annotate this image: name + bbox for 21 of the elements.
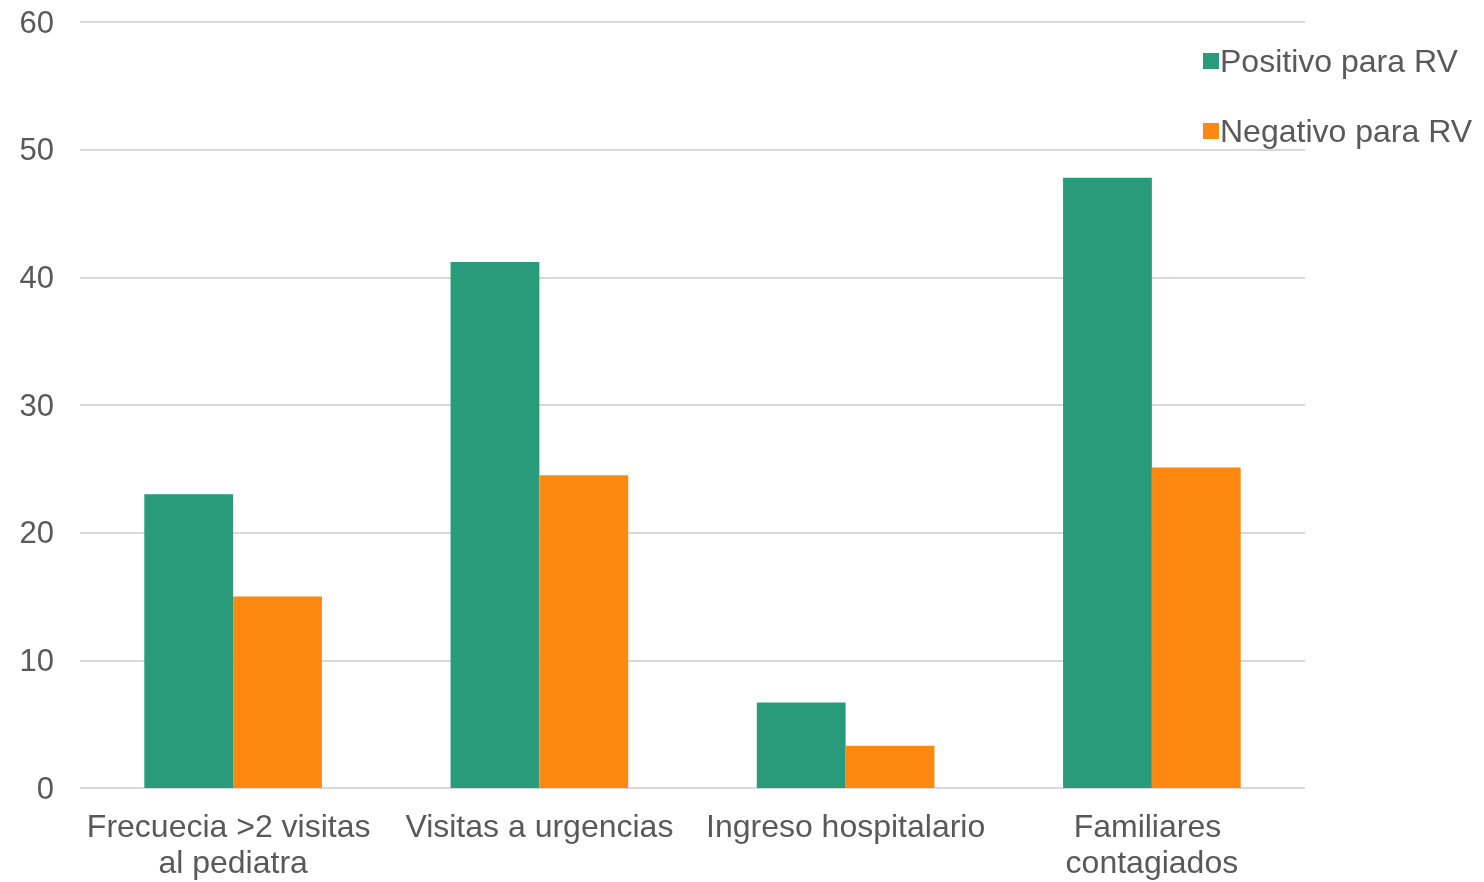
bar — [1063, 177, 1152, 788]
x-tick-label: Frecuecia >2 visitas al pediatra — [86, 808, 380, 880]
bar — [450, 262, 540, 788]
bar — [1151, 467, 1241, 788]
y-tick-label: 30 — [19, 387, 54, 423]
bar — [845, 745, 935, 788]
y-tick-label: 50 — [19, 132, 54, 168]
y-tick-label: 40 — [19, 259, 54, 295]
y-tick-label: 0 — [36, 770, 54, 806]
bar — [144, 494, 234, 788]
bar — [756, 702, 846, 788]
x-tick-label: Familiares contagiados — [1065, 808, 1239, 880]
y-tick-label: 20 — [19, 515, 54, 551]
x-tick-label: Visitas a urgencias — [405, 808, 674, 844]
y-tick-label: 60 — [19, 4, 54, 40]
legend-label: Positivo para RV — [1220, 43, 1459, 79]
x-tick-label: Ingreso hospitalario — [705, 808, 986, 844]
y-tick-label: 10 — [19, 642, 54, 678]
bar — [233, 596, 322, 788]
bar — [539, 475, 629, 788]
legend-label: Negativo para RV — [1220, 113, 1473, 149]
